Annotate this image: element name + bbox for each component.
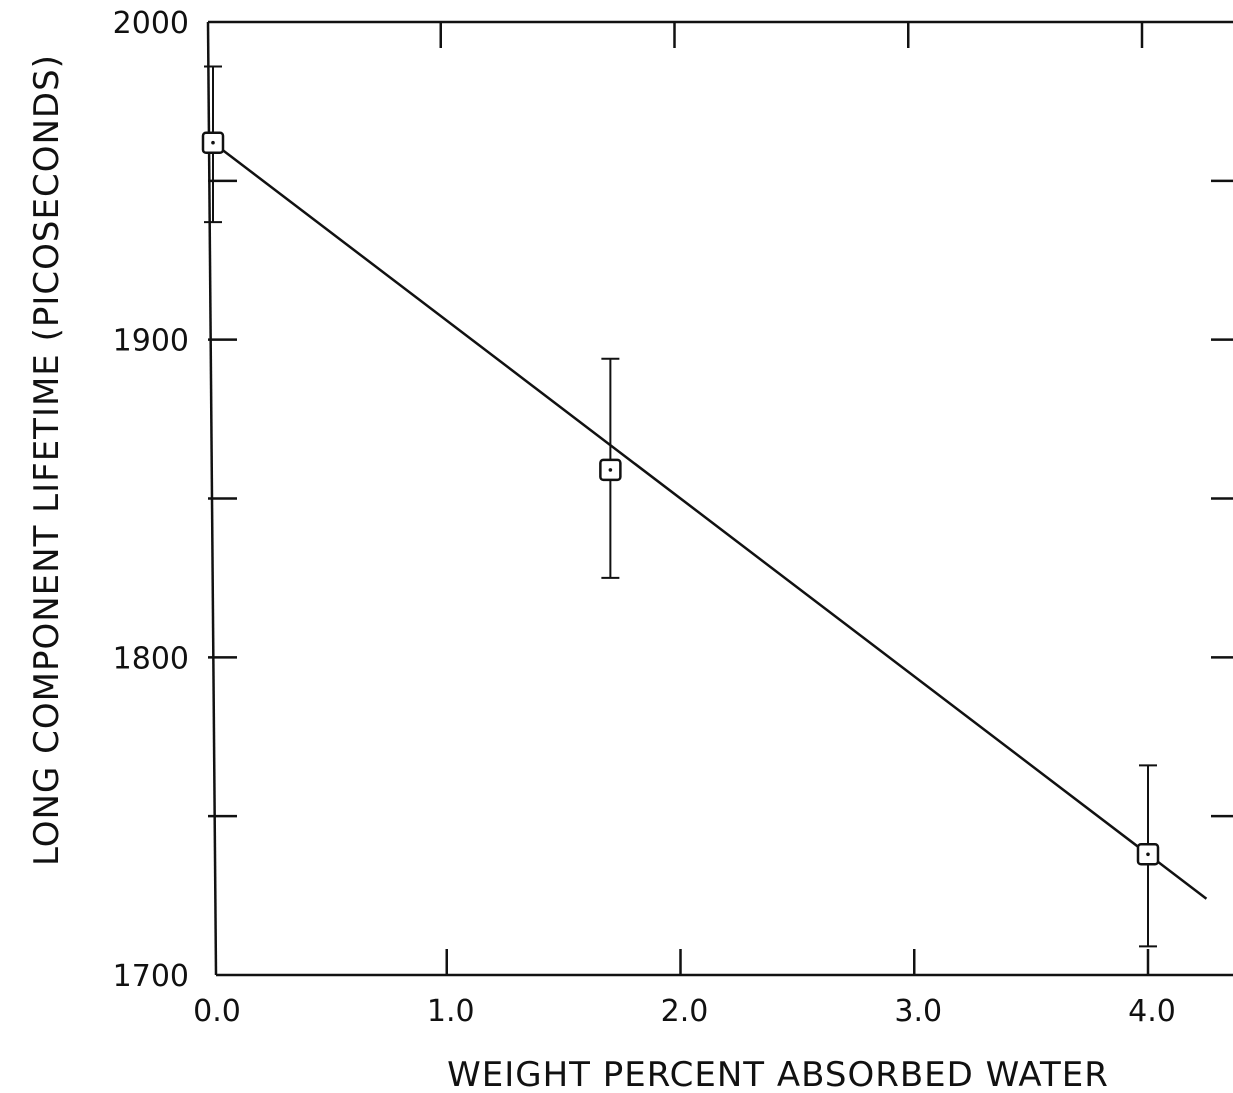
data-points — [201, 65, 1160, 948]
x-tick-label: 3.0 — [894, 994, 942, 1029]
marker-dot — [1146, 852, 1150, 857]
x-tick-label: 0.0 — [193, 994, 241, 1029]
y-tick-label: 2000 — [113, 6, 189, 41]
x-tick-label: 1.0 — [427, 994, 475, 1029]
x-tick-label: 2.0 — [661, 994, 709, 1029]
data-point — [599, 357, 622, 579]
x-axis-title: WEIGHT PERCENT ABSORBED WATER — [447, 1055, 1109, 1093]
x-tick-label: 4.0 — [1128, 994, 1176, 1029]
fit-line-group — [212, 141, 1208, 900]
y-tick-label: 1900 — [113, 324, 189, 359]
data-point — [1136, 764, 1160, 948]
fit-line — [212, 141, 1208, 900]
marker-dot — [211, 140, 215, 145]
plot-frame — [206, 20, 1233, 977]
data-point — [201, 65, 225, 224]
y-tick-label: 1800 — [113, 641, 189, 676]
axis-ticks — [208, 22, 1233, 975]
y-axis-title: LONG COMPONENT LIFETIME (PICOSECONDS) — [27, 54, 67, 866]
marker-dot — [608, 468, 613, 472]
tick-labels: 0.0 1.0 2.0 3.0 4.0 1700 1800 1900 2000 — [113, 6, 1176, 1029]
y-tick-label: 1700 — [113, 959, 189, 994]
